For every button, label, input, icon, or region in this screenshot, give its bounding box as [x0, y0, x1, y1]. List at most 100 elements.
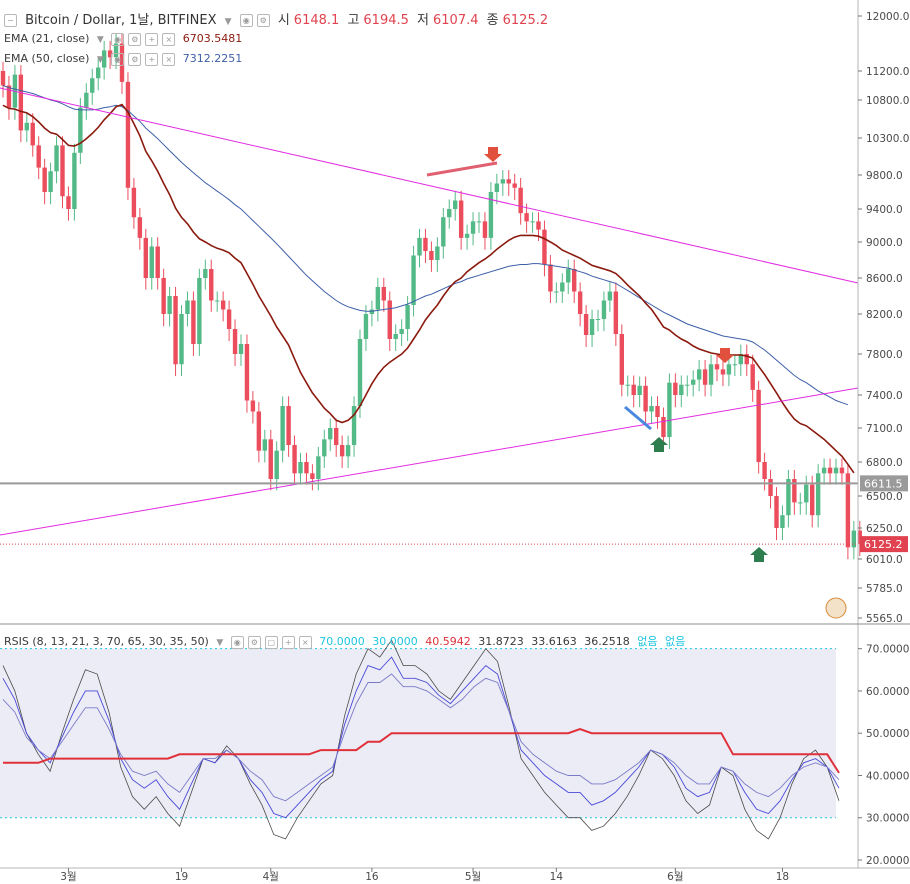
source-icon[interactable]: ▢ [264, 635, 278, 649]
candle-body [345, 445, 351, 457]
candle-body [96, 67, 101, 79]
divergence-line-top [426, 161, 498, 177]
candle-body [500, 179, 505, 184]
candle-body [453, 200, 458, 209]
candle-body [339, 445, 345, 457]
candle-body [566, 269, 571, 283]
rsi-series-line-3 [3, 727, 840, 774]
candle-body [6, 85, 12, 108]
candle-body [530, 221, 535, 223]
candle-body [191, 300, 196, 344]
time-tick-label: 18 [776, 871, 789, 883]
rsi-value-5: 36.2518 [584, 635, 630, 648]
settings-icon[interactable]: ⚙ [247, 635, 261, 649]
time-tick-label: 3월 [60, 871, 76, 883]
candle-body [798, 502, 803, 504]
candle-body [292, 445, 297, 474]
ohlc-low-label: 저 [417, 13, 430, 28]
dropdown-icon[interactable]: ▼ [96, 55, 104, 65]
candle-body [232, 329, 238, 354]
candle-body [631, 384, 636, 395]
candle-body [458, 200, 464, 238]
dropdown-icon[interactable]: ▼ [224, 17, 232, 27]
candle-body [24, 122, 29, 131]
settings-icon[interactable]: ⚙ [256, 14, 270, 27]
eye-icon[interactable]: ◉ [111, 32, 125, 46]
last-price-tag [860, 536, 908, 553]
candle-body [488, 192, 494, 238]
divergence-line-bottom [624, 405, 652, 431]
settings-icon[interactable]: ⚙ [128, 32, 142, 46]
ohlc-close-value: 6125.2 [502, 13, 549, 28]
eye-icon[interactable]: ◉ [111, 52, 125, 66]
candle-body [310, 473, 315, 479]
exchange-logo-icon [825, 597, 847, 619]
collapse-icon[interactable]: − [4, 14, 17, 27]
candle-body [286, 406, 291, 445]
price-tick-label: 6250.0 [866, 523, 903, 535]
candle-body [750, 364, 755, 390]
down-arrow-icon [716, 348, 734, 363]
ema50-legend[interactable]: EMA (50, close) ▼ ◉ ⚙ + × 7312.2251 [4, 52, 246, 66]
price-tick-label: 10800.0 [866, 95, 909, 107]
close-icon[interactable]: × [298, 635, 312, 649]
candle-body [209, 269, 214, 301]
candle-body [304, 462, 309, 474]
candle-body [726, 364, 732, 375]
candle-body [72, 152, 77, 209]
candle-body [810, 484, 815, 516]
price-tick-label: 8200.0 [866, 309, 903, 321]
candle-body [54, 145, 59, 172]
time-tick-label: 6월 [667, 871, 683, 883]
candle-body [786, 479, 791, 516]
ema21-value: 6703.5481 [182, 32, 243, 45]
price-tick-label: 5565.0 [866, 613, 903, 625]
level-price-tag [860, 475, 908, 492]
candle-body [274, 450, 279, 479]
rsi-tick-label: 40.0000 [866, 770, 909, 782]
rsi-pane[interactable] [0, 639, 840, 840]
candle-body [387, 300, 392, 339]
rsi-legend[interactable]: RSIS (8, 13, 21, 3, 70, 65, 30, 35, 50) … [4, 633, 689, 649]
dropdown-icon[interactable]: ▼ [96, 35, 104, 45]
candle-body [113, 43, 119, 58]
price-pane[interactable] [0, 33, 862, 562]
ema50-label: EMA (50, close) [4, 52, 90, 65]
dropdown-icon[interactable]: ▼ [216, 638, 224, 648]
candle-body [441, 217, 446, 247]
add-icon[interactable]: + [281, 635, 295, 649]
candle-body [518, 187, 523, 214]
rsi-value-2: 40.5942 [425, 635, 471, 648]
add-icon[interactable]: + [145, 32, 159, 46]
candle-body [447, 209, 452, 218]
candle-body [268, 439, 273, 479]
eye-icon[interactable]: ◉ [239, 14, 253, 27]
candle-body [554, 291, 559, 293]
candle-body [42, 167, 47, 192]
rsi-value-1: 30.0000 [372, 635, 418, 648]
settings-icon[interactable]: ⚙ [128, 52, 142, 66]
candle-body [131, 187, 137, 218]
add-icon[interactable]: + [145, 52, 159, 66]
rsi-tick-label: 60.0000 [866, 686, 909, 698]
close-icon[interactable]: × [162, 52, 176, 66]
candle-body [351, 406, 357, 445]
candle-body [161, 278, 166, 314]
candle-body [560, 282, 565, 292]
candle-body [316, 456, 321, 479]
candle-body [363, 314, 369, 339]
ema21-legend[interactable]: EMA (21, close) ▼ ◉ ⚙ + × 6703.5481 [4, 32, 246, 46]
price-tick-label: 5785.0 [866, 583, 903, 595]
eye-icon[interactable]: ◉ [230, 635, 244, 649]
candle-body [375, 287, 381, 310]
candle-body [643, 385, 648, 412]
rsi-label: RSIS (8, 13, 21, 3, 70, 65, 30, 35, 50) [4, 635, 209, 648]
close-icon[interactable]: × [162, 32, 176, 46]
candle-body [577, 291, 583, 314]
time-tick-label: 5월 [465, 871, 481, 883]
price-tick-label: 6010.0 [866, 554, 903, 566]
ohlc-low-value: 6107.4 [433, 13, 479, 28]
candle-body [673, 382, 678, 395]
